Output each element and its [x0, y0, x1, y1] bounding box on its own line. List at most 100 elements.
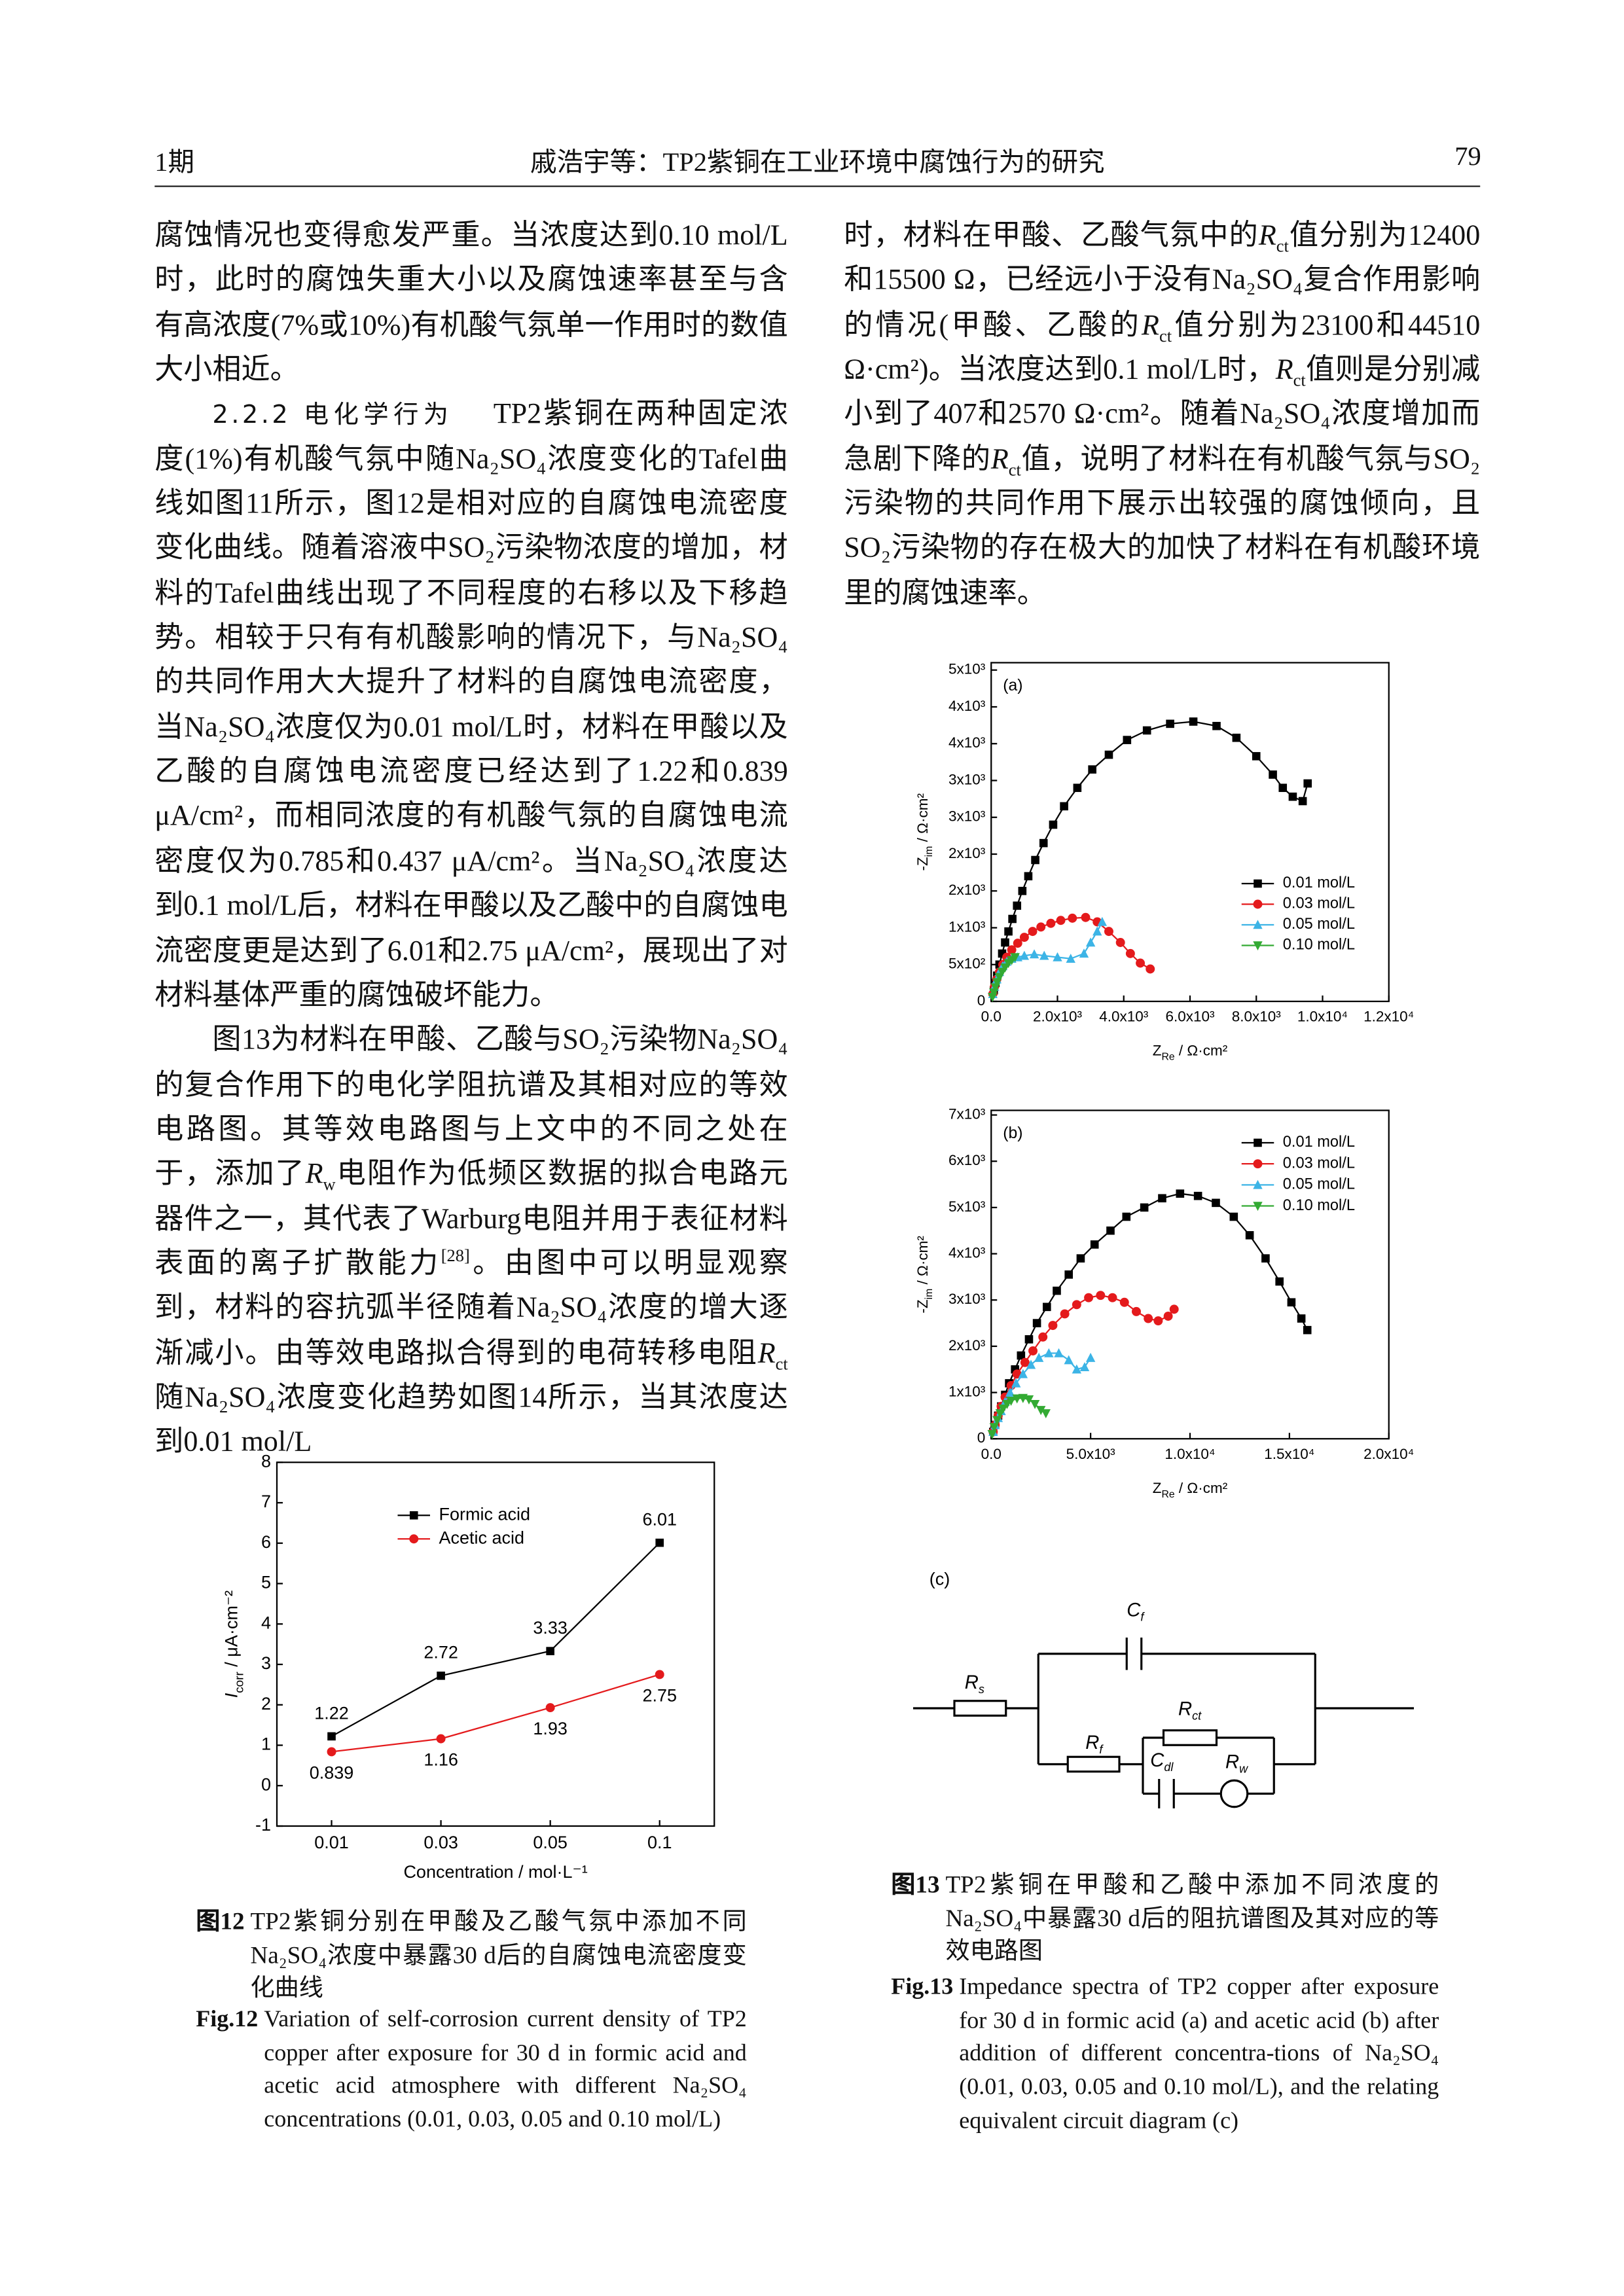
- marker: [1034, 1352, 1044, 1362]
- marker: [1004, 927, 1013, 936]
- legend-marker: [1253, 899, 1263, 909]
- subscript: dl: [1164, 1761, 1174, 1774]
- y-tick-label: 3x10³: [948, 1291, 986, 1307]
- x-axis-label: Concentration / mol·L⁻¹: [403, 1862, 587, 1882]
- subscript: Re: [1162, 1488, 1175, 1499]
- marker: [1006, 1397, 1016, 1406]
- marker: [1176, 1189, 1185, 1198]
- x-tick-label: 1.0x10⁴: [1297, 1009, 1348, 1025]
- legend-label: 0.01 mol/L: [1283, 874, 1355, 891]
- running-title: 戚浩宇等：TP2紫铜在工业环境中腐蚀行为的研究: [530, 147, 1105, 177]
- marker: [545, 1703, 555, 1713]
- y-tick-label: 5x10³: [948, 1198, 986, 1215]
- x-axis-label: ZRe / Ω·cm²: [1153, 1042, 1228, 1062]
- x-tick-label: 0.03: [424, 1833, 458, 1852]
- symbol: R: [1225, 1751, 1239, 1772]
- marker: [1287, 1298, 1296, 1307]
- subscript: im: [923, 846, 934, 857]
- marker: [1049, 820, 1058, 829]
- caption-label: Fig.12: [196, 2007, 259, 2032]
- marker: [1146, 964, 1155, 974]
- x-tick-label: 0.05: [533, 1833, 568, 1852]
- marker: [327, 1747, 336, 1757]
- text-run: / Ω·cm²: [1175, 1042, 1228, 1058]
- marker: [1046, 918, 1056, 928]
- header-rule: [154, 185, 1481, 187]
- data-label: 3.33: [533, 1618, 568, 1638]
- y-axis-label: Icorr / μA·cm⁻²: [222, 1590, 246, 1698]
- marker: [1153, 1316, 1163, 1326]
- text-run: 值分别为12400和15500 Ω，已经远小于没有Na₂SO₄复合作用影响的情况…: [844, 221, 1481, 342]
- x-tick-label: 2.0x10³: [1033, 1009, 1083, 1025]
- marker: [1018, 886, 1027, 895]
- y-tick-label: 1x10³: [948, 1384, 986, 1400]
- y-tick-label: 4: [261, 1613, 271, 1632]
- y-tick-label: 4x10³: [948, 698, 986, 714]
- marker: [546, 1647, 554, 1655]
- paragraph: 时，材料在甲酸、乙酸气氛中的Rct值分别为12400和15500 Ω，已经远小于…: [844, 215, 1480, 617]
- text-run: 。由图中可以明显观察到，材料的容抗弧半径随着Na₂SO₄浓度的增大逐渐减小。由等…: [154, 1248, 788, 1369]
- element-label: Rf: [1085, 1732, 1104, 1756]
- marker: [1019, 933, 1029, 942]
- x-tick-label: 6.0x10³: [1165, 1009, 1215, 1025]
- marker: [1132, 1306, 1141, 1316]
- marker: [1056, 916, 1066, 925]
- y-tick-label: 7x10³: [948, 1106, 986, 1122]
- series-line: [992, 1193, 1308, 1432]
- marker: [1039, 838, 1048, 848]
- marker: [1104, 750, 1113, 759]
- marker: [1085, 1352, 1096, 1362]
- legend-marker: [1254, 1138, 1262, 1147]
- text-run: / Ω·cm²: [914, 793, 931, 846]
- marker: [1020, 1357, 1030, 1367]
- y-tick-label: 5x10³: [948, 661, 986, 677]
- marker: [1012, 1394, 1022, 1404]
- subscript: f: [1140, 1610, 1145, 1623]
- caption-text: Variation of self-corrosion current dens…: [264, 2007, 747, 2133]
- marker: [1232, 733, 1241, 742]
- series-line: [331, 1542, 660, 1737]
- marker: [655, 1670, 664, 1679]
- y-tick-label: 1x10³: [948, 918, 986, 935]
- panel-label: (a): [1003, 677, 1022, 694]
- legend-marker: [1253, 1202, 1263, 1211]
- subscript: ct: [1276, 237, 1289, 257]
- resistor: [1162, 1729, 1218, 1746]
- marker: [1060, 802, 1068, 811]
- x-tick-label: 0.01: [314, 1833, 349, 1852]
- marker: [1229, 1212, 1238, 1221]
- capacitor: [1125, 1638, 1175, 1808]
- warburg-element: [1219, 1779, 1249, 1808]
- subscript: w: [323, 1175, 336, 1195]
- marker: [1024, 1395, 1034, 1405]
- marker: [1036, 1406, 1046, 1416]
- marker: [1193, 1191, 1202, 1200]
- legend-marker: [1253, 1179, 1263, 1189]
- data-label: 1.16: [424, 1749, 458, 1769]
- text-run: Z: [1153, 1480, 1162, 1496]
- symbol: R: [1178, 1698, 1192, 1719]
- y-tick-label: 0: [261, 1774, 271, 1794]
- marker: [1252, 752, 1261, 761]
- legend-marker: [1254, 879, 1262, 888]
- data-label: 1.22: [314, 1703, 349, 1723]
- marker: [1068, 913, 1077, 923]
- italic-symbol: R: [757, 1338, 776, 1369]
- marker: [1278, 783, 1288, 793]
- marker: [1072, 1364, 1082, 1374]
- wire: [913, 1653, 1414, 1795]
- subscript: f: [1099, 1743, 1104, 1756]
- marker: [1079, 1362, 1090, 1372]
- marker: [1142, 726, 1151, 735]
- marker: [1136, 958, 1146, 968]
- subscript: corr: [232, 1672, 246, 1693]
- marker: [1066, 954, 1075, 963]
- legend-label: 0.01 mol/L: [1283, 1134, 1355, 1151]
- italic-symbol: R: [1142, 310, 1159, 342]
- marker: [1085, 937, 1096, 947]
- marker: [1079, 948, 1089, 958]
- text-run: 值分别为23100和44510 Ω·cm²)。当浓度达到0.1 mol/L时，: [844, 310, 1481, 386]
- marker: [987, 1429, 997, 1439]
- marker: [998, 1405, 1008, 1414]
